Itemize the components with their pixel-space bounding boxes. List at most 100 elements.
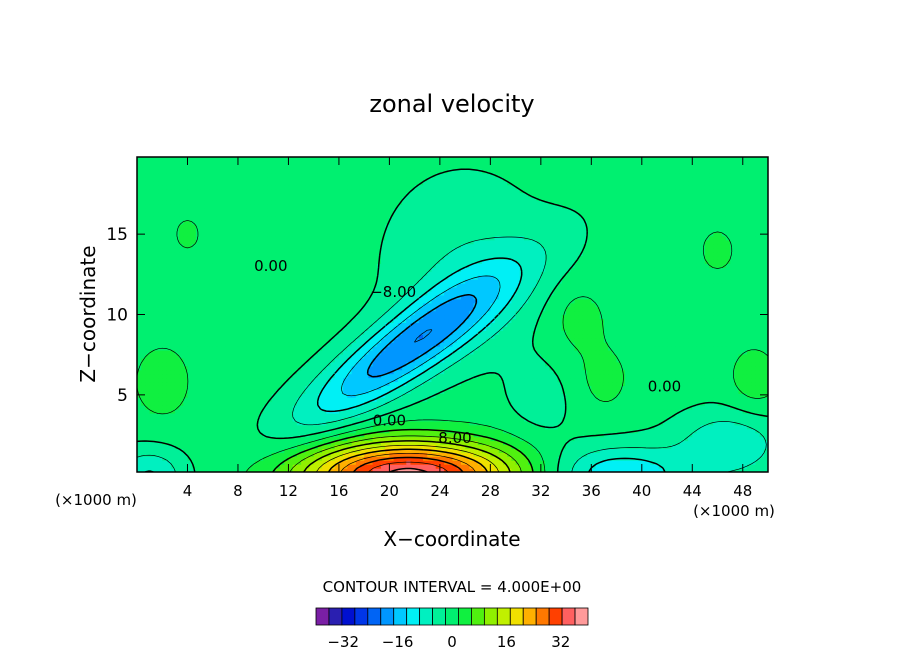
field-cell bbox=[355, 436, 361, 442]
field-cell bbox=[595, 349, 601, 355]
field-cell bbox=[397, 349, 403, 355]
field-cell bbox=[683, 397, 689, 402]
field-cell bbox=[242, 353, 247, 359]
field-cell bbox=[334, 452, 340, 457]
field-cell bbox=[700, 353, 706, 359]
field-cell bbox=[717, 452, 723, 457]
field-cell bbox=[490, 456, 496, 461]
field-cell bbox=[713, 468, 719, 472]
field-cell bbox=[246, 401, 252, 406]
field-cell bbox=[540, 373, 546, 379]
field-cell bbox=[582, 377, 588, 383]
field-cell bbox=[646, 416, 651, 422]
field-cell bbox=[692, 397, 698, 402]
field-cell bbox=[717, 424, 723, 430]
field-cell bbox=[519, 373, 525, 379]
field-cell bbox=[763, 416, 768, 422]
field-cell bbox=[599, 456, 605, 461]
field-cell bbox=[553, 436, 559, 442]
field-cell bbox=[229, 381, 235, 386]
field-cell bbox=[608, 346, 613, 351]
field-cell bbox=[221, 405, 226, 410]
field-cell bbox=[654, 424, 660, 430]
field-cell bbox=[410, 444, 416, 449]
field-cell bbox=[246, 397, 252, 402]
field-cell bbox=[393, 412, 399, 418]
field-cell bbox=[338, 460, 344, 465]
field-cell bbox=[519, 357, 525, 363]
field-cell bbox=[616, 428, 622, 434]
field-cell bbox=[692, 456, 698, 461]
field-cell bbox=[599, 409, 605, 414]
field-cell bbox=[334, 405, 340, 410]
field-cell bbox=[258, 389, 264, 394]
field-cell bbox=[540, 448, 546, 453]
field-cell bbox=[469, 436, 475, 442]
field-cell bbox=[734, 346, 740, 351]
field-cell bbox=[536, 389, 542, 394]
field-cell bbox=[305, 420, 311, 426]
field-cell bbox=[380, 420, 386, 426]
field-cell bbox=[221, 416, 226, 422]
field-cell bbox=[536, 361, 542, 367]
field-cell bbox=[313, 393, 319, 398]
field-cell bbox=[158, 468, 163, 472]
field-cell bbox=[608, 373, 613, 379]
field-cell bbox=[191, 432, 197, 438]
field-cell bbox=[385, 357, 390, 363]
field-cell bbox=[368, 342, 374, 347]
field-cell bbox=[667, 357, 672, 363]
field-cell bbox=[755, 448, 761, 453]
field-cell bbox=[170, 448, 176, 453]
field-cell bbox=[671, 357, 677, 363]
field-cell bbox=[351, 412, 357, 418]
field-cell bbox=[646, 349, 651, 355]
field-cell bbox=[385, 436, 390, 442]
field-cell bbox=[368, 357, 374, 363]
field-cell bbox=[587, 349, 592, 355]
field-cell bbox=[599, 357, 605, 363]
field-cell bbox=[145, 420, 151, 426]
field-cell bbox=[347, 468, 353, 472]
field-cell bbox=[675, 440, 681, 446]
field-cell bbox=[162, 424, 168, 430]
field-cell bbox=[174, 361, 180, 367]
field-cell bbox=[237, 385, 243, 390]
field-cell bbox=[738, 377, 744, 383]
field-cell bbox=[553, 405, 559, 410]
field-cell bbox=[200, 456, 205, 461]
field-cell bbox=[519, 464, 525, 469]
field-cell bbox=[137, 389, 142, 394]
field-cell bbox=[603, 436, 609, 442]
field-cell bbox=[465, 381, 470, 386]
field-cell bbox=[696, 464, 702, 469]
field-cell bbox=[313, 365, 319, 371]
field-cell bbox=[427, 357, 433, 363]
field-cell bbox=[385, 444, 390, 449]
field-cell bbox=[271, 452, 277, 457]
field-cell bbox=[195, 420, 201, 426]
field-cell bbox=[187, 393, 193, 398]
field-cell bbox=[179, 353, 184, 359]
field-cell bbox=[692, 468, 698, 472]
field-cell bbox=[587, 401, 592, 406]
field-cell bbox=[570, 432, 576, 438]
field-cell bbox=[742, 420, 748, 426]
field-cell bbox=[612, 464, 618, 469]
field-cell bbox=[170, 357, 176, 363]
field-cell bbox=[465, 420, 470, 426]
field-cell bbox=[696, 349, 702, 355]
field-cell bbox=[469, 389, 475, 394]
field-cell bbox=[545, 416, 550, 422]
field-cell bbox=[700, 389, 706, 394]
field-cell bbox=[280, 377, 285, 383]
field-cell bbox=[229, 346, 235, 351]
field-cell bbox=[292, 361, 298, 367]
field-cell bbox=[439, 436, 445, 442]
field-cell bbox=[334, 468, 340, 472]
field-cell bbox=[704, 349, 710, 355]
field-cell bbox=[751, 468, 756, 472]
field-cell bbox=[507, 456, 512, 461]
field-cell bbox=[494, 468, 500, 472]
field-cell bbox=[343, 353, 348, 359]
